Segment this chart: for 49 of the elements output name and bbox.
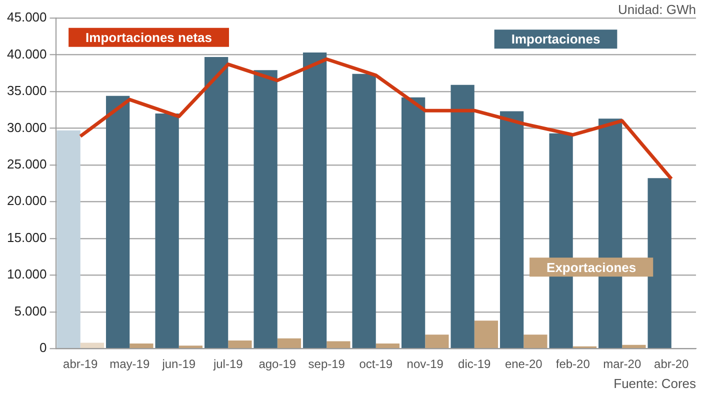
bar xyxy=(352,74,376,348)
x-tick-label: jul-19 xyxy=(212,357,244,372)
bar xyxy=(376,343,400,348)
bar xyxy=(228,340,252,348)
x-tick-label: ago-19 xyxy=(258,357,296,372)
bar xyxy=(80,342,104,348)
x-tick-label: jun-19 xyxy=(161,357,196,372)
bar xyxy=(106,96,130,348)
bar xyxy=(474,320,498,348)
y-tick-label: 45.000 xyxy=(6,10,47,25)
series-label: Importaciones netas xyxy=(86,30,212,45)
source-note: Fuente: Cores xyxy=(614,376,696,391)
x-tick-label: feb-20 xyxy=(556,357,590,372)
y-tick-label: 20.000 xyxy=(6,193,47,208)
x-tick-label: abr-20 xyxy=(654,357,690,372)
bar xyxy=(500,111,524,348)
x-tick-label: sep-19 xyxy=(308,357,346,372)
bar xyxy=(56,130,80,348)
x-tick-label: nov-19 xyxy=(406,357,444,372)
bar xyxy=(524,334,548,348)
text: Unidad: GWh xyxy=(618,2,696,17)
bar xyxy=(401,97,426,348)
x-tick-label: may-19 xyxy=(110,357,150,372)
bar xyxy=(204,56,228,348)
bar xyxy=(277,338,302,348)
y-tick-label: 25.000 xyxy=(6,156,47,172)
bar xyxy=(130,343,154,348)
y-tick-label: 0 xyxy=(40,340,47,356)
text: Importaciones xyxy=(511,32,600,47)
y-tick-label: 5.000 xyxy=(14,303,47,318)
text: Exportaciones xyxy=(546,260,636,275)
x-tick-label: abr-19 xyxy=(63,357,98,372)
bar xyxy=(155,114,179,348)
bar xyxy=(425,334,449,348)
x-tick-label: ene-20 xyxy=(504,357,543,372)
x-tick-label: dic-19 xyxy=(458,357,492,372)
y-tick-label: 15.000 xyxy=(6,230,47,245)
bar xyxy=(622,344,646,348)
bar xyxy=(302,52,327,348)
bar xyxy=(326,341,350,348)
y-tick-label: 40.000 xyxy=(6,46,47,62)
y-tick-label: 30.000 xyxy=(6,120,47,135)
x-tick-label: mar-20 xyxy=(603,357,642,372)
x-tick-label: oct-19 xyxy=(359,357,393,372)
y-tick-label: 10.000 xyxy=(6,266,47,282)
bar xyxy=(254,70,278,348)
bar xyxy=(450,84,474,348)
bar xyxy=(648,178,672,348)
y-tick-label: 35.000 xyxy=(6,83,47,98)
